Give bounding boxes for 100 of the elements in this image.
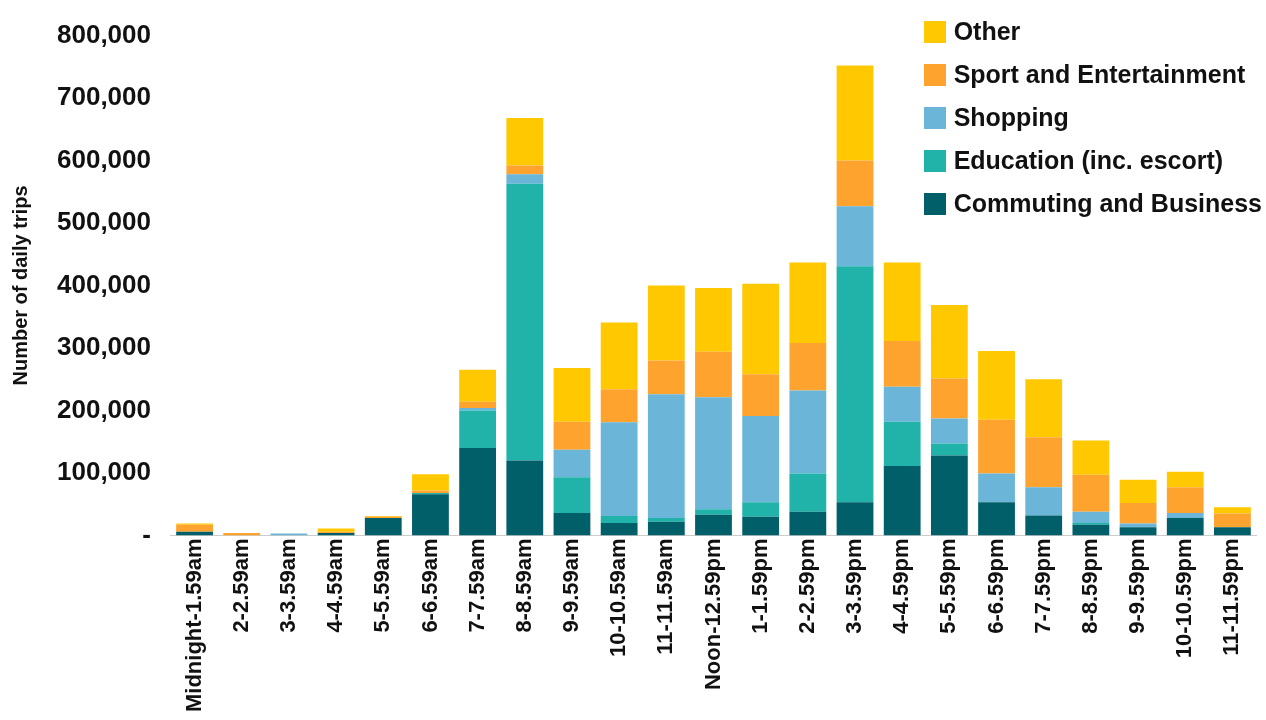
- bar: [742, 416, 780, 503]
- bar: [883, 341, 921, 387]
- bar: [930, 378, 968, 419]
- bar: [1119, 502, 1157, 524]
- bar: [930, 304, 968, 379]
- x-tick-label: 11-11.59pm: [1218, 538, 1244, 656]
- x-tick-label: 3-3.59pm: [841, 538, 867, 634]
- x-tick-label: 3-3.59am: [274, 538, 300, 633]
- bar: [459, 447, 497, 536]
- bar: [1214, 513, 1251, 528]
- bar: [836, 266, 874, 503]
- bar: [553, 477, 591, 513]
- bar: [176, 524, 213, 532]
- x-tick-label: 2-2.59pm: [793, 538, 819, 634]
- bar: [742, 374, 780, 417]
- bar: [836, 206, 874, 267]
- bar: [647, 394, 685, 518]
- bar: [836, 160, 874, 207]
- bar: [695, 288, 732, 352]
- bar: [1072, 511, 1110, 523]
- x-tick-label: 2-2.59am: [227, 538, 253, 633]
- bar: [695, 397, 732, 510]
- x-tick-label: 8-8.59pm: [1076, 538, 1102, 634]
- x-tick-label: 5-5.59pm: [935, 538, 961, 634]
- bar: [789, 473, 827, 512]
- x-tick-label: 5-5.59am: [369, 538, 395, 633]
- legend-label: Education (inc. escort): [953, 146, 1224, 175]
- bar: [459, 410, 497, 448]
- bar: [883, 421, 921, 467]
- legend-label: Sport and Entertainment: [953, 60, 1246, 89]
- bar: [1119, 479, 1157, 503]
- y-tick-label: 700,000: [57, 81, 151, 112]
- bar: [600, 522, 638, 536]
- bar: [506, 165, 544, 175]
- bar: [506, 174, 544, 184]
- bar: [1166, 512, 1204, 518]
- x-tick-label: 9-9.59am: [558, 538, 584, 633]
- legend-label: Shopping: [953, 103, 1069, 132]
- bar: [647, 285, 685, 361]
- bar: [978, 419, 1015, 474]
- bar: [1072, 474, 1110, 512]
- bar: [1166, 517, 1204, 536]
- bar: [1025, 515, 1063, 536]
- bar: [978, 351, 1015, 420]
- x-tick-label: Noon-12.59pm: [699, 538, 725, 691]
- bar: [789, 390, 827, 474]
- bar: [1025, 379, 1063, 438]
- bar: [930, 455, 968, 536]
- bar: [647, 521, 685, 536]
- bar: [1025, 437, 1063, 488]
- bar: [553, 367, 591, 422]
- x-tick-label: 1-1.59pm: [746, 538, 772, 634]
- bar: [553, 512, 591, 536]
- bar: [600, 516, 638, 523]
- bar: [506, 183, 544, 461]
- y-axis-title: Number of daily trips: [8, 185, 31, 386]
- y-tick-label: 400,000: [57, 268, 151, 299]
- y-tick-label: 800,000: [57, 18, 151, 49]
- x-tick-label: 7-7.59pm: [1029, 538, 1055, 634]
- bar: [930, 418, 968, 444]
- y-tick-label: -: [142, 518, 151, 549]
- bar: [412, 474, 449, 491]
- bar: [930, 443, 968, 456]
- bar: [1025, 487, 1063, 516]
- bar: [836, 65, 874, 161]
- bar: [506, 118, 544, 166]
- x-tick-label: 8-8.59am: [510, 538, 536, 633]
- bar: [1214, 527, 1251, 536]
- bar: [789, 262, 827, 343]
- bar: [600, 422, 638, 517]
- x-tick-label: 4-4.59pm: [888, 538, 914, 634]
- bar: [742, 502, 780, 517]
- bar: [695, 509, 732, 515]
- bar: [506, 460, 544, 536]
- bar: [600, 322, 638, 390]
- bar: [978, 502, 1015, 536]
- bar: [647, 360, 685, 395]
- bar: [412, 494, 449, 536]
- legend-label: Other: [953, 17, 1021, 46]
- bar: [1072, 524, 1110, 536]
- x-tick-label: 7-7.59am: [463, 538, 489, 633]
- bar: [742, 283, 780, 375]
- bar: [1072, 440, 1110, 475]
- bar: [364, 517, 402, 536]
- bar: [742, 516, 780, 536]
- bar: [978, 473, 1015, 503]
- bar: [789, 511, 827, 536]
- bar: [695, 351, 732, 398]
- x-tick-label: 10-10.59pm: [1171, 538, 1197, 659]
- bar: [695, 514, 732, 536]
- bar: [1214, 507, 1251, 514]
- x-tick-label: 4-4.59am: [322, 538, 348, 633]
- x-tick-label: 11-11.59am: [652, 538, 678, 655]
- x-tick-label: 9-9.59pm: [1124, 538, 1150, 634]
- y-tick-label: 500,000: [57, 206, 151, 237]
- y-tick-label: 100,000: [57, 456, 151, 487]
- y-tick-label: 200,000: [57, 393, 151, 424]
- y-tick-label: 600,000: [57, 143, 151, 174]
- bar: [1119, 527, 1157, 536]
- x-tick-label: 6-6.59am: [416, 538, 442, 633]
